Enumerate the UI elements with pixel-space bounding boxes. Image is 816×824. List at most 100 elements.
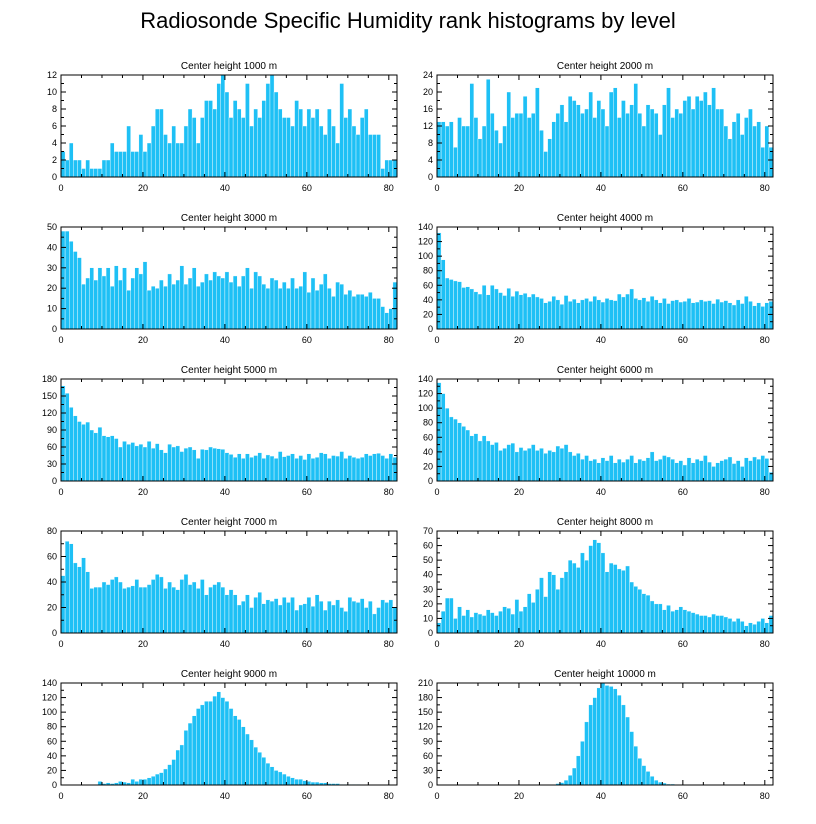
bar xyxy=(600,457,606,482)
y-tick-label: 0 xyxy=(428,172,433,182)
bar xyxy=(690,462,696,482)
bar xyxy=(355,294,361,330)
x-tick-label: 40 xyxy=(596,791,606,801)
bar xyxy=(748,301,753,330)
bar xyxy=(740,466,745,482)
panel-1: Center height 1000 m 0 20 40 60 80 0 2 4 6 8 10 12 xyxy=(47,61,398,193)
bar xyxy=(551,451,557,482)
bar xyxy=(600,552,606,634)
bar xyxy=(563,295,569,330)
x-tick-label: 80 xyxy=(384,791,394,801)
bar xyxy=(551,296,557,330)
bar xyxy=(604,125,610,178)
y-tick-label: 80 xyxy=(47,722,57,732)
bar xyxy=(727,302,733,330)
bar xyxy=(109,142,115,178)
bar xyxy=(510,296,516,330)
bar xyxy=(191,581,197,634)
y-tick-label: 0 xyxy=(52,476,57,486)
bar xyxy=(604,460,610,482)
bar xyxy=(155,108,160,178)
bar xyxy=(658,603,663,634)
bar xyxy=(355,458,361,482)
bar xyxy=(572,767,577,786)
bar xyxy=(662,104,667,178)
bar xyxy=(678,113,684,178)
bar xyxy=(126,290,131,330)
bar xyxy=(473,433,479,482)
bar xyxy=(302,459,308,482)
bar xyxy=(711,303,716,330)
bar xyxy=(686,96,692,178)
y-tick-label: 8 xyxy=(428,138,433,148)
bar xyxy=(494,615,499,634)
bar xyxy=(384,602,390,634)
bar xyxy=(376,134,381,178)
bar xyxy=(335,599,340,634)
bar xyxy=(323,609,328,634)
x-tick-label: 20 xyxy=(514,639,524,649)
x-tick-label: 60 xyxy=(678,183,688,193)
bar xyxy=(388,599,394,634)
bar xyxy=(241,117,246,178)
bar xyxy=(604,298,610,330)
bar xyxy=(596,100,602,178)
bar xyxy=(138,778,144,786)
bar xyxy=(216,275,222,330)
bar xyxy=(481,615,487,634)
bar xyxy=(592,458,598,482)
bar xyxy=(368,134,373,178)
bar xyxy=(126,125,131,178)
y-tick-label: 140 xyxy=(42,678,57,688)
y-tick-label: 60 xyxy=(47,736,57,746)
bar xyxy=(588,704,593,786)
bar xyxy=(236,108,242,178)
bar xyxy=(748,108,753,178)
bar xyxy=(60,230,66,330)
bar xyxy=(122,441,127,482)
bar xyxy=(134,781,140,786)
bar xyxy=(760,306,766,330)
bar xyxy=(343,458,349,482)
bar xyxy=(670,117,675,178)
bar xyxy=(269,766,275,786)
bar xyxy=(253,271,258,330)
bar xyxy=(465,429,470,482)
bar xyxy=(331,455,336,482)
bar xyxy=(302,780,308,786)
x-tick-label: 60 xyxy=(302,183,312,193)
bar xyxy=(543,453,548,482)
y-tick-label: 8 xyxy=(52,104,57,114)
bar xyxy=(592,117,598,178)
bar xyxy=(580,458,585,482)
y-tick-label: 20 xyxy=(47,603,57,613)
bar xyxy=(547,571,552,634)
bar xyxy=(224,271,230,330)
bar xyxy=(649,108,655,178)
bar xyxy=(473,612,479,634)
bar xyxy=(621,461,626,482)
x-tick-label: 0 xyxy=(434,791,439,801)
bar xyxy=(167,142,172,178)
bar xyxy=(146,777,152,786)
bar xyxy=(531,293,536,330)
bar xyxy=(89,588,94,634)
bar xyxy=(531,113,536,178)
bar xyxy=(64,541,70,634)
y-tick-label: 20 xyxy=(47,283,57,293)
bar xyxy=(572,455,577,482)
bar xyxy=(364,296,369,330)
bar xyxy=(277,108,283,178)
bar xyxy=(298,778,303,786)
bar xyxy=(645,104,651,178)
bar xyxy=(715,298,720,330)
bar xyxy=(294,288,299,330)
bar xyxy=(531,602,536,634)
bar xyxy=(440,121,446,178)
y-tick-label: 40 xyxy=(423,570,433,580)
panel-title: Center height 2000 m xyxy=(557,61,653,72)
bar xyxy=(331,125,336,178)
bar xyxy=(114,265,119,330)
x-tick-label: 60 xyxy=(678,639,688,649)
bar xyxy=(596,299,602,330)
